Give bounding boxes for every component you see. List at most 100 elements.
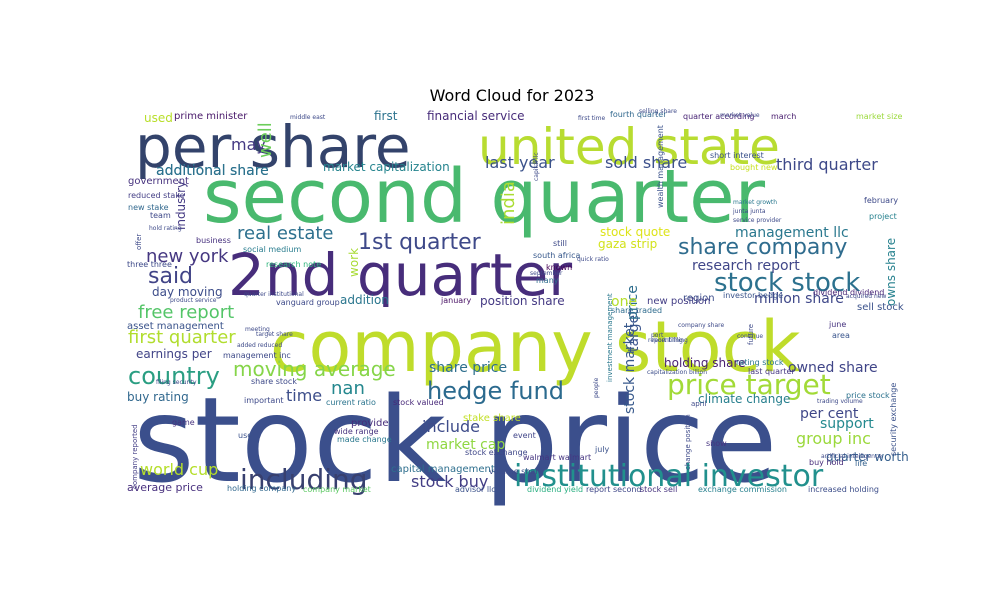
word-product-service: product service [170, 297, 217, 304]
word-position-share: position share [480, 294, 565, 308]
word-first: first [374, 109, 398, 123]
word-stake-share: stake share [463, 413, 521, 424]
word-stock-valued: stock valued [393, 398, 444, 407]
word-second-quarter: second quarter [203, 154, 766, 240]
word-holding-share: holding share [664, 356, 746, 370]
word-investment-management: investment management [606, 293, 614, 382]
word-selling-share: selling share [639, 108, 677, 115]
word-moving-average: moving average [233, 357, 396, 381]
word-first-quarter: first quarter [128, 327, 236, 348]
word-including: including [240, 463, 368, 496]
word-new-york: new york [146, 246, 229, 267]
word-last-quarter: last quarter [748, 367, 795, 376]
word-meeting: meeting [245, 326, 270, 333]
word-july: july [594, 445, 610, 454]
word-social-medium: social medium [243, 245, 301, 254]
word-financial-service: financial service [427, 109, 525, 123]
word-support: support [820, 416, 874, 432]
word-walmart-walmart: walmart walmart [523, 453, 591, 462]
cloud-area [126, 108, 899, 496]
word-new-position: new position [647, 296, 710, 307]
word-used: used [144, 111, 173, 125]
word-million-share: million share [754, 291, 844, 307]
word-institutional-investor: institutional investor [514, 459, 824, 494]
word-three-three: three three [127, 260, 172, 269]
word-per-share: per share [135, 113, 411, 181]
word-artificial-intelligence: artificial intelligence [821, 453, 882, 460]
word-climate-change: climate change [698, 392, 790, 406]
word-investor-hedge: investor hedge [723, 291, 783, 300]
word-target-share: target share [256, 331, 293, 338]
word-additional-share: additional share [156, 163, 269, 179]
word-may: may [231, 135, 266, 154]
word-change-position: change position [684, 414, 692, 470]
word-known: known [546, 263, 572, 272]
word-report-second: report second [586, 485, 642, 494]
word-price-target: price target [667, 368, 831, 401]
chart-title: Word Cloud for 2023 [430, 86, 595, 105]
word-provide: provide [351, 418, 389, 429]
word-report-filing: report filing [648, 337, 683, 344]
word-stock-buy: stock buy [411, 472, 488, 491]
word-company-stock: company stock [270, 306, 801, 388]
word-share-company: share company [678, 235, 847, 260]
word-capitalization-billion: capitalization billion [647, 369, 707, 376]
word-stock-market: stock market [622, 322, 638, 414]
word-buy-rating: buy rating [127, 390, 189, 404]
word-south-africa: south africa [533, 251, 581, 260]
word-country: country [128, 362, 220, 390]
word-stock-exchange: stock exchange [465, 448, 528, 457]
word-continue: continue [737, 333, 763, 340]
word-wide-range: wide range [334, 427, 379, 436]
word-company-market: company market [303, 485, 371, 494]
word-management-llc: management llc [735, 225, 849, 241]
word-company-share: company share [678, 322, 725, 329]
word-sold-share: sold share [605, 153, 687, 172]
word-still: still [553, 239, 567, 248]
word-real-estate: real estate [237, 223, 334, 244]
word-area: area [832, 331, 850, 340]
word-exchange-commission: exchange commission [698, 485, 787, 494]
word-quarter-worth: quarter worth [826, 450, 909, 464]
word-acquired-new: acquired new [846, 293, 886, 300]
word-stock-stock: stock stock [714, 268, 860, 298]
word-india: india [498, 181, 519, 225]
word-security-exchange: security exchange [889, 383, 898, 456]
word-service-provider: service provider [733, 217, 782, 224]
word-wealth-management: wealth management [656, 125, 665, 208]
word-1st-quarter: 1st quarter [358, 230, 482, 255]
word-capital-management: capital management [391, 464, 495, 475]
word-team: team [150, 211, 171, 220]
word-show: show [706, 439, 727, 448]
word-vanguard-group: vanguard group [276, 298, 340, 307]
word-business: business [196, 236, 231, 245]
word-third-quarter: third quarter [776, 155, 878, 174]
word-average-price: average price [127, 481, 203, 494]
word-research-note: research note [266, 260, 321, 269]
word-recent-filing: recent filing [652, 337, 688, 344]
word-sell-stock: sell stock [857, 302, 904, 313]
word-market-value: market value [720, 112, 760, 119]
word-trading-volume: trading volume [817, 398, 863, 405]
word-dividend-dividend: dividend dividend [813, 288, 884, 297]
word-united-state: united state [478, 118, 780, 176]
word-nan: nan [331, 378, 365, 399]
word-market-growth: market growth [733, 199, 777, 206]
word-holding-company: holding company [227, 484, 296, 493]
word-many: many [536, 276, 559, 285]
word-hold-rating: hold rating [149, 225, 182, 232]
word-capital-llc: capital llc [533, 152, 540, 181]
word-market-size: market size [856, 112, 903, 121]
word-quarter-according: quarter according [683, 112, 754, 121]
word-february: february [864, 196, 898, 205]
word-rating-stock: rating stock [736, 358, 784, 367]
word-earnings-per: earnings per [136, 347, 212, 361]
word-well: well [255, 122, 276, 158]
word-first-time: first time [578, 115, 605, 122]
word-project: project [869, 212, 897, 221]
word-region: region [683, 293, 715, 304]
word-free-report: free report [138, 302, 234, 323]
word-use: use [238, 431, 252, 440]
word-filing-security: filing security [156, 379, 197, 386]
word-increased-holding: increased holding [808, 485, 879, 494]
